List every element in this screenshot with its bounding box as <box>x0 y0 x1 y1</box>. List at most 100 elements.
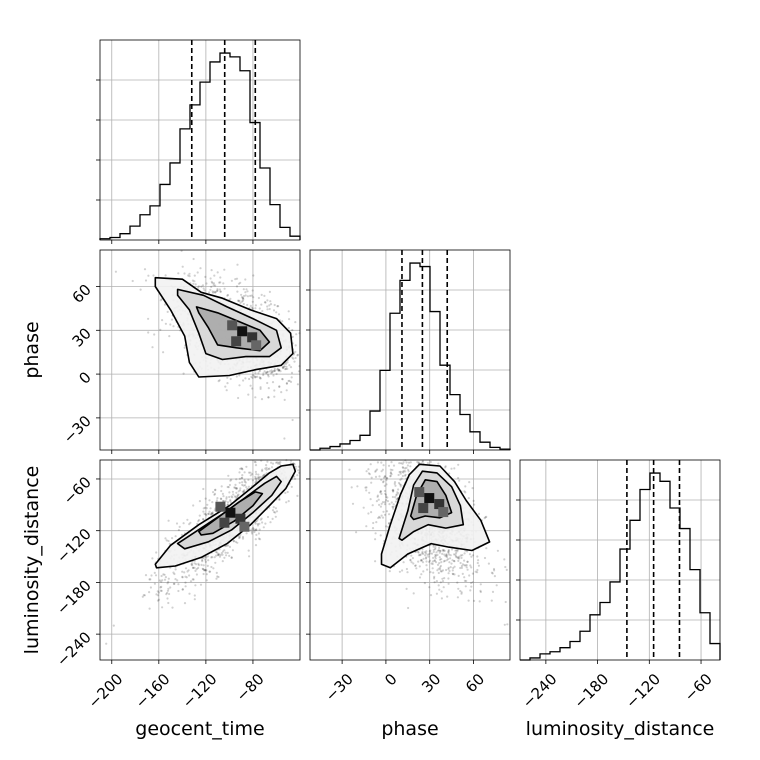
sample-point <box>380 470 383 473</box>
sample-point <box>365 486 368 489</box>
sample-point <box>296 494 299 497</box>
sample-point <box>270 372 273 375</box>
sample-point <box>445 556 449 559</box>
sample-point <box>443 549 446 552</box>
sample-point <box>223 268 226 271</box>
sample-point <box>197 285 200 288</box>
sample-point <box>291 356 294 359</box>
sample-point <box>425 560 428 563</box>
sample-point <box>432 571 435 574</box>
sample-point <box>441 548 444 552</box>
sample-point <box>214 561 217 564</box>
sample-point <box>385 477 388 480</box>
sample-point <box>467 599 470 602</box>
sample-point <box>394 500 397 503</box>
sample-point <box>296 474 299 477</box>
sample-point <box>453 559 456 563</box>
sample-point <box>287 326 290 330</box>
sample-point <box>450 548 454 551</box>
sample-point <box>270 461 273 464</box>
density-luminosity-distance-vs-phase-peak-cell <box>438 507 449 518</box>
sample-point <box>214 291 217 294</box>
sample-point <box>165 593 168 596</box>
sample-point <box>244 291 247 294</box>
sample-point <box>466 560 469 564</box>
sample-point <box>463 490 466 493</box>
sample-point <box>395 494 398 497</box>
sample-point <box>186 570 189 573</box>
sample-point <box>167 519 170 522</box>
sample-point <box>172 571 175 574</box>
sample-point <box>250 375 253 378</box>
sample-point <box>245 532 248 535</box>
sample-point <box>173 572 176 576</box>
sample-point <box>447 582 450 585</box>
sample-point <box>269 521 272 524</box>
sample-point <box>174 578 177 581</box>
sample-point <box>289 380 293 383</box>
sample-point <box>418 565 421 568</box>
sample-point <box>218 281 221 284</box>
sample-point <box>380 514 383 517</box>
sample-point <box>426 462 429 465</box>
sample-point <box>212 291 215 294</box>
sample-point <box>369 498 372 501</box>
sample-point <box>388 503 391 506</box>
sample-point <box>177 583 180 586</box>
sample-point <box>453 467 456 470</box>
sample-point <box>236 495 239 498</box>
sample-point <box>255 473 258 476</box>
sample-point <box>219 497 222 500</box>
sample-point <box>503 623 506 626</box>
sample-point <box>259 377 262 380</box>
sample-point <box>441 552 444 556</box>
density-luminosity-distance-vs-geocent-time-peak-cell <box>235 513 246 524</box>
sample-point <box>192 257 195 261</box>
sample-point <box>214 488 217 491</box>
sample-point <box>200 563 203 567</box>
sample-point <box>215 577 218 580</box>
sample-point <box>241 483 244 486</box>
sample-point <box>144 574 148 577</box>
sample-point <box>175 522 179 525</box>
sample-point <box>433 559 436 562</box>
sample-point <box>492 567 496 571</box>
sample-point <box>155 551 158 554</box>
sample-point <box>291 335 294 338</box>
sample-point <box>247 549 250 552</box>
sample-point <box>458 555 461 558</box>
sample-point <box>385 483 388 486</box>
sample-point <box>188 523 191 526</box>
sample-point <box>434 553 437 556</box>
sample-point <box>202 564 205 567</box>
density-luminosity-distance-vs-phase-peak-cell <box>424 493 435 504</box>
sample-point <box>205 579 208 582</box>
sample-point <box>417 461 420 464</box>
sample-point <box>260 398 264 401</box>
sample-point <box>255 528 258 531</box>
sample-point <box>238 535 241 538</box>
sample-point <box>252 529 255 532</box>
sample-point <box>158 579 161 582</box>
sample-point <box>258 476 261 479</box>
xtick-label-geocent-time: −120 <box>179 670 221 712</box>
sample-point <box>259 387 262 390</box>
sample-point <box>228 491 231 494</box>
sample-point <box>278 368 281 371</box>
sample-point <box>237 490 240 493</box>
sample-point <box>461 563 464 566</box>
sample-point <box>225 554 228 557</box>
sample-point <box>467 497 470 500</box>
sample-point <box>203 506 207 509</box>
xtick-label-phase: −30 <box>322 670 357 705</box>
sample-point <box>285 382 288 385</box>
density-phase-vs-geocent-time-peak-cell <box>251 340 262 351</box>
sample-point <box>254 396 257 399</box>
sample-point <box>238 536 241 539</box>
sample-point <box>374 532 377 535</box>
sample-point <box>401 569 404 572</box>
sample-point <box>254 538 257 541</box>
sample-point <box>459 589 462 593</box>
sample-point <box>271 371 274 374</box>
